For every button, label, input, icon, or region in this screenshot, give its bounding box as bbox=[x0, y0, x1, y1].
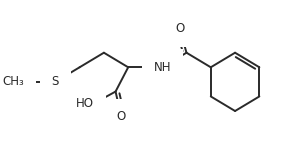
Text: S: S bbox=[52, 75, 59, 88]
Text: NH: NH bbox=[153, 61, 171, 74]
Text: HO: HO bbox=[76, 97, 94, 110]
Text: CH₃: CH₃ bbox=[2, 75, 24, 88]
Text: O: O bbox=[117, 110, 126, 123]
Text: O: O bbox=[175, 22, 184, 35]
